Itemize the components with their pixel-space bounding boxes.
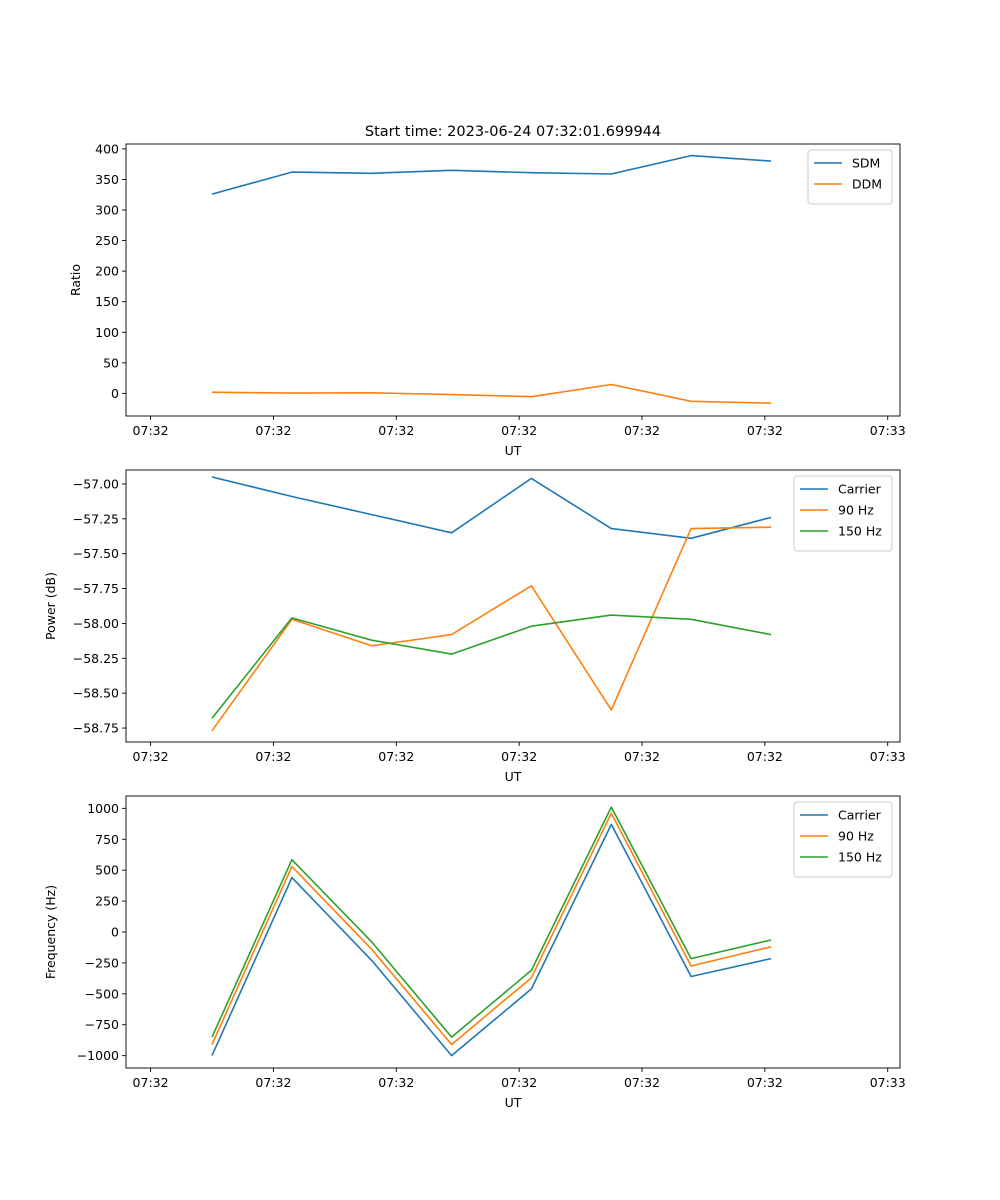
x-tick-label: 07:32 — [624, 749, 660, 764]
series-line-carrier — [211, 823, 772, 1057]
legend-label: DDM — [852, 177, 882, 192]
legend: Carrier 90 Hz 150 Hz — [793, 801, 893, 878]
y-tick-label: −500 — [85, 986, 119, 1001]
y-tick-label: 0 — [111, 386, 119, 401]
x-tick-label: 07:32 — [747, 423, 783, 438]
x-tick-label: 07:32 — [501, 1075, 537, 1090]
x-tick-label: 07:32 — [255, 749, 291, 764]
series-line-sdm — [211, 154, 772, 195]
legend: SDM DDM — [807, 149, 893, 205]
y-tick-label: 50 — [103, 355, 119, 370]
x-tick-label: 07:33 — [870, 749, 906, 764]
legend-label: 150 Hz — [838, 524, 882, 539]
x-tick-label: 07:33 — [870, 423, 906, 438]
y-tick-label: 350 — [95, 172, 119, 187]
x-tick-label: 07:32 — [133, 1075, 169, 1090]
legend-label: 90 Hz — [838, 503, 874, 518]
y-axis-label: Ratio — [68, 264, 83, 296]
series-line-90-hz — [211, 812, 772, 1046]
series-line-carrier — [211, 476, 772, 540]
x-axis-label: UT — [505, 443, 522, 458]
x-tick-label: 07:32 — [133, 423, 169, 438]
series-line-150-hz — [211, 614, 772, 719]
y-tick-label: 0 — [111, 925, 119, 940]
legend-label: Carrier — [838, 808, 882, 823]
subplot-2: −57.00 −57.25 −57.50 −57.75 −58.00 −58.25 −58.… — [43, 469, 906, 784]
y-tick-label: 750 — [95, 832, 119, 847]
y-tick-label: 500 — [95, 863, 119, 878]
subplot-1: 0 50 100 150 200 250 300 350 400 07:32 07:32 07:32 0… — [68, 141, 906, 458]
series-line-ddm — [211, 383, 772, 404]
x-axis-label: UT — [505, 1095, 522, 1110]
y-tick-label: 400 — [95, 141, 119, 156]
legend-label: SDM — [852, 156, 880, 171]
y-tick-label: −58.75 — [73, 721, 119, 736]
x-tick-label: 07:32 — [624, 423, 660, 438]
y-tick-label: −1000 — [77, 1048, 119, 1063]
y-tick-label: 250 — [95, 233, 119, 248]
x-tick-label: 07:32 — [133, 749, 169, 764]
y-tick-label: −57.25 — [73, 511, 119, 526]
y-tick-label: −57.50 — [73, 546, 119, 561]
y-tick-label: 300 — [95, 203, 119, 218]
x-tick-label: 07:32 — [747, 1075, 783, 1090]
legend-label: Carrier — [838, 482, 882, 497]
y-tick-label: −750 — [85, 1017, 119, 1032]
legend-box — [793, 801, 893, 878]
x-tick-label: 07:32 — [501, 423, 537, 438]
y-tick-label: 1000 — [87, 801, 119, 816]
legend-label: 90 Hz — [838, 829, 874, 844]
legend-label: 150 Hz — [838, 850, 882, 865]
x-tick-label: 07:32 — [378, 1075, 414, 1090]
y-axis-label: Power (dB) — [43, 572, 58, 640]
subplot-3: 1000 750 500 250 0 −250 −500 −750 −1000 07:32 07:3… — [43, 795, 906, 1110]
series-line-90-hz — [211, 526, 772, 732]
x-tick-label: 07:32 — [255, 1075, 291, 1090]
y-tick-label: −57.00 — [73, 476, 119, 491]
x-tick-label: 07:32 — [255, 423, 291, 438]
y-tick-label: 200 — [95, 264, 119, 279]
x-tick-label: 07:32 — [747, 749, 783, 764]
axes-frame — [125, 143, 901, 417]
x-tick-label: 07:32 — [624, 1075, 660, 1090]
legend: Carrier 90 Hz 150 Hz — [793, 475, 893, 552]
y-tick-label: −250 — [85, 955, 119, 970]
y-tick-label: −58.50 — [73, 686, 119, 701]
legend-box — [793, 475, 893, 552]
series-line-150-hz — [211, 806, 772, 1038]
y-axis-label: Frequency (Hz) — [43, 885, 58, 979]
axes-frame — [125, 469, 901, 743]
x-tick-label: 07:32 — [378, 749, 414, 764]
y-tick-label: 100 — [95, 325, 119, 340]
x-tick-label: 07:32 — [378, 423, 414, 438]
y-tick-label: 250 — [95, 894, 119, 909]
y-tick-label: −58.25 — [73, 651, 119, 666]
y-tick-label: −57.75 — [73, 581, 119, 596]
x-axis-label: UT — [505, 769, 522, 784]
y-tick-label: −58.00 — [73, 616, 119, 631]
plots-group: 0 50 100 150 200 250 300 350 400 07:32 07:32 07:32 0… — [43, 141, 906, 1110]
x-tick-label: 07:32 — [501, 749, 537, 764]
y-tick-label: 150 — [95, 294, 119, 309]
figure-title: Start time: 2023-06-24 07:32:01.699944 — [365, 124, 661, 140]
x-tick-label: 07:33 — [870, 1075, 906, 1090]
